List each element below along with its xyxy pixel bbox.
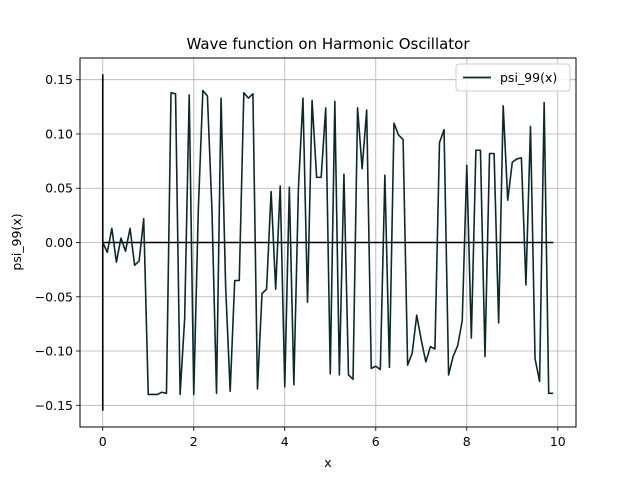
x-tick-label: 4 xyxy=(281,434,289,449)
chart-title: Wave function on Harmonic Oscillator xyxy=(186,35,470,53)
x-tick-label: 10 xyxy=(550,434,566,449)
x-tick-label: 8 xyxy=(463,434,471,449)
legend: psi_99(x) xyxy=(455,63,571,92)
y-tick-label: −0.10 xyxy=(35,344,73,359)
y-axis-label: psi_99(x) xyxy=(9,213,24,270)
y-tick-label: 0.05 xyxy=(45,181,73,196)
y-tick-label: −0.05 xyxy=(35,289,73,304)
x-tick-label: 2 xyxy=(190,434,198,449)
x-axis-label: x xyxy=(324,455,331,470)
y-tick-label: −0.15 xyxy=(35,398,73,413)
series-line-psi-99 xyxy=(102,89,554,396)
legend-box xyxy=(455,63,571,92)
x-axis-ticks: 0 2 4 6 8 10 xyxy=(99,427,566,449)
y-tick-label: 0.10 xyxy=(45,126,73,141)
y-axis-ticks: −0.15 −0.10 −0.05 0.00 0.05 0.10 0.15 xyxy=(35,72,80,413)
legend-label: psi_99(x) xyxy=(500,70,557,85)
x-tick-label: 0 xyxy=(99,434,107,449)
plot-area xyxy=(102,89,554,396)
y-tick-label: 0.15 xyxy=(45,72,73,87)
x-tick-label: 6 xyxy=(372,434,380,449)
y-tick-label: 0.00 xyxy=(45,235,73,250)
